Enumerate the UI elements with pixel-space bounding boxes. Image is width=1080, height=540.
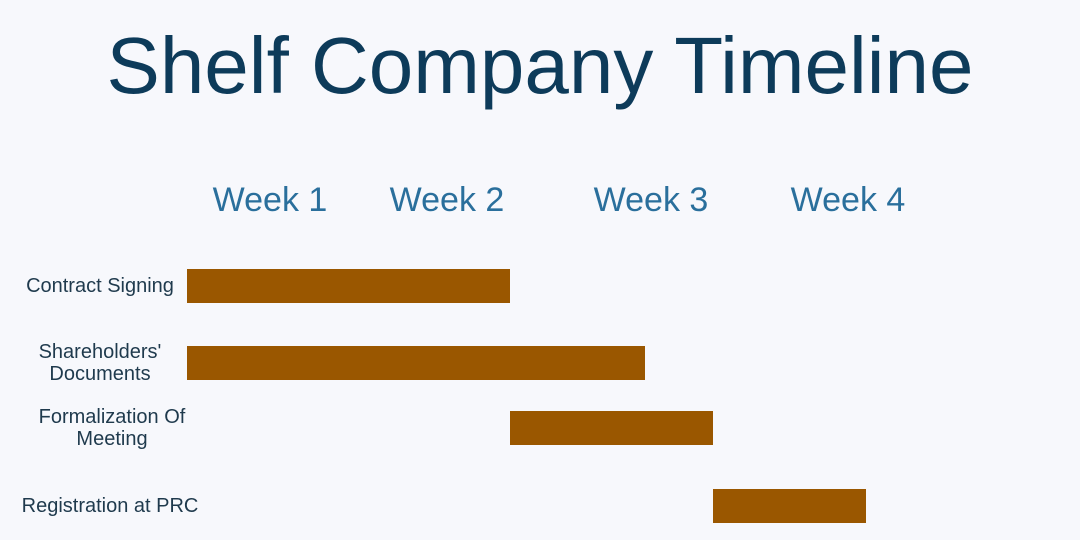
task-label: Shareholders' Documents	[38, 341, 162, 385]
week-label: Week 1	[212, 181, 328, 219]
task-label: Registration at PRC	[21, 495, 199, 517]
task-label: Contract Signing	[26, 275, 174, 297]
week-label: Week 4	[790, 181, 906, 219]
bar	[187, 346, 646, 380]
chart-title: Shelf Company Timeline	[106, 21, 974, 110]
bar	[509, 411, 714, 445]
week-label: Week 2	[389, 181, 505, 219]
bar	[713, 489, 866, 523]
task-label: Formalization Of Meeting	[38, 406, 186, 450]
week-label: Week 3	[593, 181, 709, 219]
bar	[187, 269, 510, 303]
